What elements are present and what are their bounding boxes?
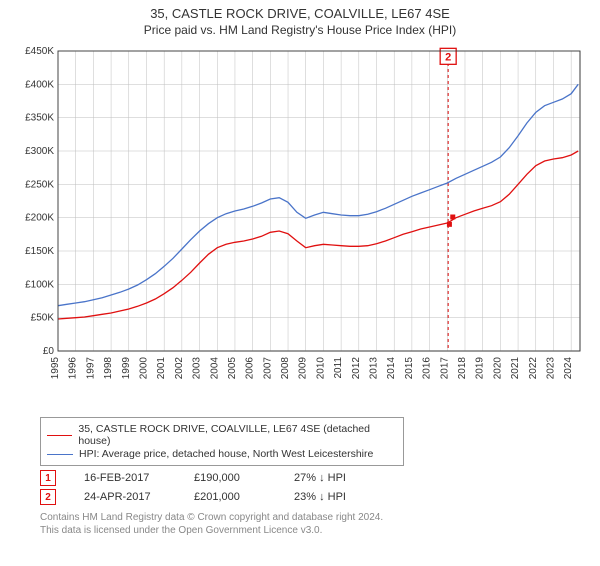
svg-text:2017: 2017 — [439, 357, 450, 380]
svg-text:2002: 2002 — [174, 357, 185, 380]
svg-text:2022: 2022 — [528, 357, 539, 380]
svg-text:1995: 1995 — [50, 357, 61, 380]
svg-text:2015: 2015 — [404, 357, 415, 380]
marker-badge: 1 — [40, 470, 56, 486]
svg-text:2019: 2019 — [475, 357, 486, 380]
svg-text:2004: 2004 — [209, 357, 220, 380]
svg-text:£450K: £450K — [25, 46, 54, 57]
marker-date: 16-FEB-2017 — [84, 472, 194, 484]
svg-text:2001: 2001 — [156, 357, 167, 380]
legend-swatch — [47, 454, 73, 455]
marker-row: 2 24-APR-2017 £201,000 23% ↓ HPI — [40, 489, 590, 505]
svg-text:2020: 2020 — [492, 357, 503, 380]
svg-text:1998: 1998 — [103, 357, 114, 380]
chart-title: 35, CASTLE ROCK DRIVE, COALVILLE, LE67 4… — [0, 6, 600, 21]
svg-text:£100K: £100K — [25, 279, 54, 290]
svg-text:2012: 2012 — [351, 357, 362, 380]
marker-price: £201,000 — [194, 491, 294, 503]
svg-text:£0: £0 — [43, 346, 55, 357]
marker-pct: 27% ↓ HPI — [294, 472, 394, 484]
legend-label: HPI: Average price, detached house, Nort… — [79, 448, 373, 460]
svg-text:2018: 2018 — [457, 357, 468, 380]
svg-text:£400K: £400K — [25, 79, 54, 90]
svg-text:£50K: £50K — [31, 313, 55, 324]
svg-text:2013: 2013 — [369, 357, 380, 380]
svg-text:£150K: £150K — [25, 246, 54, 257]
svg-text:2: 2 — [445, 51, 451, 63]
marker-price: £190,000 — [194, 472, 294, 484]
svg-text:2010: 2010 — [315, 357, 326, 380]
svg-text:2016: 2016 — [422, 357, 433, 380]
chart-subtitle: Price paid vs. HM Land Registry's House … — [0, 23, 600, 37]
marker-date: 24-APR-2017 — [84, 491, 194, 503]
marker-table: 1 16-FEB-2017 £190,000 27% ↓ HPI 2 24-AP… — [40, 470, 590, 505]
marker-badge: 2 — [40, 489, 56, 505]
legend-item: HPI: Average price, detached house, Nort… — [47, 448, 397, 460]
svg-text:£300K: £300K — [25, 146, 54, 157]
legend: 35, CASTLE ROCK DRIVE, COALVILLE, LE67 4… — [40, 417, 404, 466]
marker-pct: 23% ↓ HPI — [294, 491, 394, 503]
chart-area: £0 £50K £100K £150K £200K £250K £300K £350K £400… — [10, 41, 590, 411]
svg-text:1999: 1999 — [121, 357, 132, 380]
svg-text:2014: 2014 — [386, 357, 397, 380]
svg-text:2021: 2021 — [510, 357, 521, 380]
legend-label: 35, CASTLE ROCK DRIVE, COALVILLE, LE67 4… — [78, 423, 397, 447]
svg-text:2006: 2006 — [245, 357, 256, 380]
svg-text:2011: 2011 — [333, 357, 344, 379]
footnote: Contains HM Land Registry data © Crown c… — [40, 511, 590, 537]
legend-swatch — [47, 435, 72, 436]
svg-text:£200K: £200K — [25, 213, 54, 224]
svg-text:2003: 2003 — [192, 357, 203, 380]
svg-text:2007: 2007 — [262, 357, 273, 380]
svg-text:1996: 1996 — [68, 357, 79, 380]
svg-text:2024: 2024 — [563, 357, 574, 380]
footnote-line: Contains HM Land Registry data © Crown c… — [40, 511, 590, 524]
svg-text:2008: 2008 — [280, 357, 291, 380]
marker-row: 1 16-FEB-2017 £190,000 27% ↓ HPI — [40, 470, 590, 486]
svg-text:2009: 2009 — [298, 357, 309, 380]
price-chart: £0 £50K £100K £150K £200K £250K £300K £350K £400… — [10, 41, 590, 411]
svg-text:2005: 2005 — [227, 357, 238, 380]
footnote-line: This data is licensed under the Open Gov… — [40, 524, 590, 537]
svg-text:£350K: £350K — [25, 113, 54, 124]
legend-item: 35, CASTLE ROCK DRIVE, COALVILLE, LE67 4… — [47, 423, 397, 447]
svg-text:1997: 1997 — [85, 357, 96, 380]
svg-text:2023: 2023 — [545, 357, 556, 380]
svg-text:£250K: £250K — [25, 179, 54, 190]
svg-text:2000: 2000 — [138, 357, 149, 380]
